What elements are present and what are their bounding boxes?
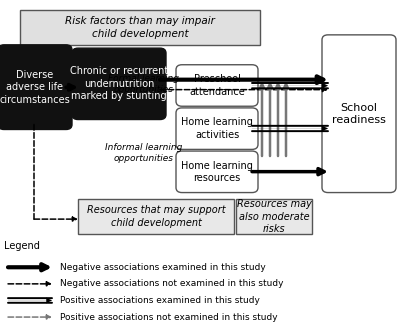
FancyBboxPatch shape [322,35,396,193]
FancyBboxPatch shape [176,108,258,149]
Text: School
readiness: School readiness [332,103,386,125]
Text: Home learning
resources: Home learning resources [181,161,253,183]
FancyBboxPatch shape [236,199,312,234]
FancyBboxPatch shape [72,48,166,120]
Text: Chronic or recurrent
undernutrition
marked by stunting: Chronic or recurrent undernutrition mark… [70,66,168,101]
FancyBboxPatch shape [176,151,258,193]
Text: Positive associations examined in this study: Positive associations examined in this s… [60,296,260,305]
Text: Diverse
adverse life
circumstances: Diverse adverse life circumstances [0,70,70,105]
FancyBboxPatch shape [176,65,258,106]
FancyBboxPatch shape [78,199,234,234]
FancyBboxPatch shape [20,10,260,45]
Text: Resources may
also moderate
risks: Resources may also moderate risks [236,199,312,234]
Text: Legend: Legend [4,241,40,251]
Text: Formal learning
opportunities: Formal learning opportunities [108,74,180,94]
Text: Positive associations not examined in this study: Positive associations not examined in th… [60,312,278,322]
Text: Negative associations examined in this study: Negative associations examined in this s… [60,263,266,272]
FancyBboxPatch shape [0,45,72,129]
Text: Resources that may support
child development: Resources that may support child develop… [87,206,225,228]
Text: Home learning
activities: Home learning activities [181,118,253,140]
Text: Preschool
attendance: Preschool attendance [189,74,245,97]
Text: Negative associations not examined in this study: Negative associations not examined in th… [60,279,284,289]
Text: Risk factors than may impair
child development: Risk factors than may impair child devel… [65,16,215,39]
Text: Informal learning
opportunities: Informal learning opportunities [105,143,183,163]
